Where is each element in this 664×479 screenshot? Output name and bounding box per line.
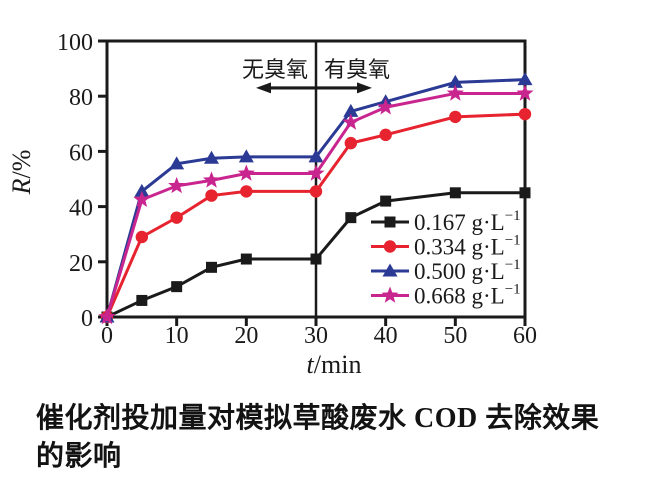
y-tick-label: 0 bbox=[81, 306, 93, 332]
data-point bbox=[205, 189, 218, 202]
data-point bbox=[133, 190, 151, 207]
data-point bbox=[98, 308, 116, 325]
data-point bbox=[237, 164, 255, 181]
star-marker bbox=[381, 286, 399, 303]
legend-item: 0.334 g·L−1 bbox=[371, 233, 521, 260]
y-tick-label: 40 bbox=[69, 196, 93, 222]
data-point bbox=[136, 294, 148, 306]
x-tick-label: 60 bbox=[513, 323, 537, 349]
left-arrow-head bbox=[256, 82, 271, 94]
no-ozone-label: 无臭氧 bbox=[242, 57, 308, 82]
series-line bbox=[105, 112, 526, 318]
data-point bbox=[516, 84, 534, 101]
data-point bbox=[204, 150, 219, 164]
cod-removal-line-chart: 0 10 20 30 40 50 60 0 20 40 60 80 100 t/min R/% 无臭氧 有臭氧 0… bbox=[7, 30, 537, 379]
data-point bbox=[238, 149, 254, 163]
data-point bbox=[449, 187, 461, 199]
data-point bbox=[377, 98, 395, 115]
with-ozone-label: 有臭氧 bbox=[324, 57, 390, 82]
legend-item: 0.167 g·L−1 bbox=[371, 208, 521, 235]
data-point bbox=[240, 253, 252, 265]
data-point bbox=[206, 261, 217, 273]
legend-label: 0.334 g·L−1 bbox=[414, 233, 521, 260]
figure-caption: 催化剂投加量对模拟草酸废水 COD 去除效果的影响 bbox=[36, 403, 600, 472]
triangle-marker bbox=[382, 263, 398, 277]
x-tick-label: 10 bbox=[165, 323, 189, 349]
data-point bbox=[447, 74, 463, 88]
data-point bbox=[308, 149, 324, 163]
data-point bbox=[170, 211, 183, 224]
data-point bbox=[343, 103, 359, 117]
legend-label: 0.167 g·L−1 bbox=[414, 208, 521, 235]
right-arrow-head bbox=[357, 82, 372, 94]
series-0.167g·L bbox=[101, 187, 531, 323]
series-line bbox=[106, 191, 525, 319]
data-point bbox=[171, 281, 183, 293]
data-point bbox=[169, 156, 185, 170]
y-axis-title: R/% bbox=[7, 150, 36, 196]
data-point bbox=[307, 164, 325, 181]
legend-label: 0.500 g·L−1 bbox=[414, 257, 521, 284]
series-0.668g·L bbox=[98, 84, 534, 325]
x-tick-label: 20 bbox=[234, 323, 258, 349]
circle-marker bbox=[383, 240, 397, 253]
data-point bbox=[380, 195, 392, 207]
data-point bbox=[517, 72, 533, 86]
data-point bbox=[135, 230, 149, 244]
data-point bbox=[310, 253, 322, 265]
data-point bbox=[449, 110, 462, 124]
x-axis-title: t/min bbox=[307, 350, 362, 379]
data-point bbox=[202, 171, 221, 188]
data-point bbox=[446, 84, 464, 101]
square-marker bbox=[384, 216, 396, 228]
y-tick-label: 60 bbox=[69, 140, 93, 166]
data-point bbox=[518, 107, 532, 121]
legend-label: 0.668 g·L−1 bbox=[414, 282, 521, 309]
x-tick-label: 40 bbox=[374, 323, 398, 349]
x-tick-label: 0 bbox=[101, 323, 113, 349]
data-point bbox=[168, 176, 186, 194]
y-tick-label: 100 bbox=[57, 30, 93, 56]
data-point bbox=[344, 136, 358, 150]
x-tick-label: 30 bbox=[304, 323, 328, 349]
data-point bbox=[519, 187, 531, 199]
data-point bbox=[342, 113, 360, 130]
data-point bbox=[345, 212, 357, 224]
series-line bbox=[105, 78, 526, 318]
legend-item: 0.668 g·L−1 bbox=[371, 282, 521, 309]
y-tick-label: 20 bbox=[69, 251, 93, 277]
data-point bbox=[134, 183, 150, 197]
y-tick-label: 80 bbox=[69, 85, 93, 111]
x-tick-label: 50 bbox=[443, 323, 467, 349]
series-line bbox=[105, 91, 525, 318]
data-point bbox=[309, 185, 323, 198]
data-point bbox=[240, 185, 253, 198]
data-point bbox=[379, 128, 392, 142]
legend-item: 0.500 g·L−1 bbox=[371, 257, 521, 284]
